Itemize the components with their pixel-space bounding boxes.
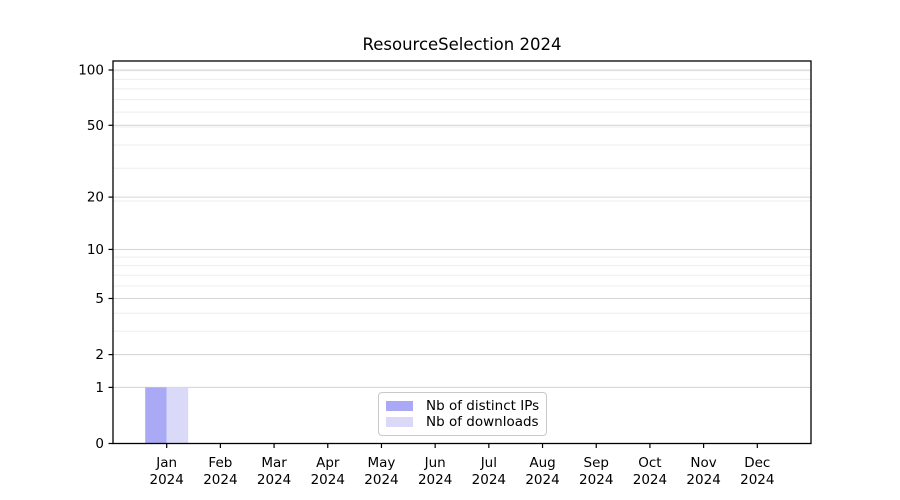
x-tick-label-month: Aug bbox=[529, 455, 555, 471]
y-tick-label: 10 bbox=[87, 242, 104, 258]
x-tick-label-month: Apr bbox=[316, 455, 340, 471]
legend-swatch bbox=[386, 400, 413, 411]
x-tick-label-year: 2024 bbox=[633, 472, 667, 488]
legend-label: Nb of distinct IPs bbox=[426, 397, 540, 414]
x-tick-label-year: 2024 bbox=[579, 472, 613, 488]
x-tick-label-year: 2024 bbox=[364, 472, 398, 488]
x-tick-label-month: May bbox=[368, 455, 396, 471]
bar-nb-of-downloads-jan bbox=[166, 387, 189, 444]
legend: Nb of distinct IPs Nb of downloads bbox=[378, 392, 547, 436]
x-tick-label-month: Jan bbox=[155, 455, 177, 471]
x-tick-label-month: Jun bbox=[424, 455, 446, 471]
legend-item: Nb of downloads bbox=[386, 414, 539, 431]
y-tick-label: 50 bbox=[87, 118, 104, 134]
legend-label: Nb of downloads bbox=[426, 414, 539, 431]
x-tick-label-month: Nov bbox=[690, 455, 716, 471]
legend-swatch bbox=[386, 417, 413, 428]
x-tick-label-year: 2024 bbox=[525, 472, 559, 488]
bar-nb-of-distinct-ips-jan bbox=[145, 387, 167, 444]
x-tick-label-month: Sep bbox=[584, 455, 609, 471]
legend-item: Nb of distinct IPs bbox=[386, 397, 540, 414]
x-tick-label-year: 2024 bbox=[150, 472, 184, 488]
x-tick-label-year: 2024 bbox=[472, 472, 506, 488]
x-tick-label-year: 2024 bbox=[257, 472, 291, 488]
x-tick-label-month: Mar bbox=[261, 455, 287, 471]
y-tick-label: 0 bbox=[95, 436, 104, 452]
x-tick-label-year: 2024 bbox=[686, 472, 720, 488]
x-tick-label-year: 2024 bbox=[740, 472, 774, 488]
x-tick-label-month: Feb bbox=[208, 455, 232, 471]
x-tick-label-year: 2024 bbox=[418, 472, 452, 488]
x-tick-label-month: Jul bbox=[480, 455, 497, 471]
x-tick-label-month: Dec bbox=[744, 455, 770, 471]
y-tick-label: 1 bbox=[95, 380, 104, 396]
x-tick-label-year: 2024 bbox=[311, 472, 345, 488]
plot-border bbox=[112, 60, 812, 445]
x-tick-label-year: 2024 bbox=[203, 472, 237, 488]
y-tick-label: 100 bbox=[78, 63, 104, 79]
y-tick-label: 5 bbox=[95, 291, 104, 307]
y-tick-label: 2 bbox=[95, 347, 104, 363]
y-tick-label: 20 bbox=[87, 190, 104, 206]
x-tick-label-month: Oct bbox=[638, 455, 661, 471]
